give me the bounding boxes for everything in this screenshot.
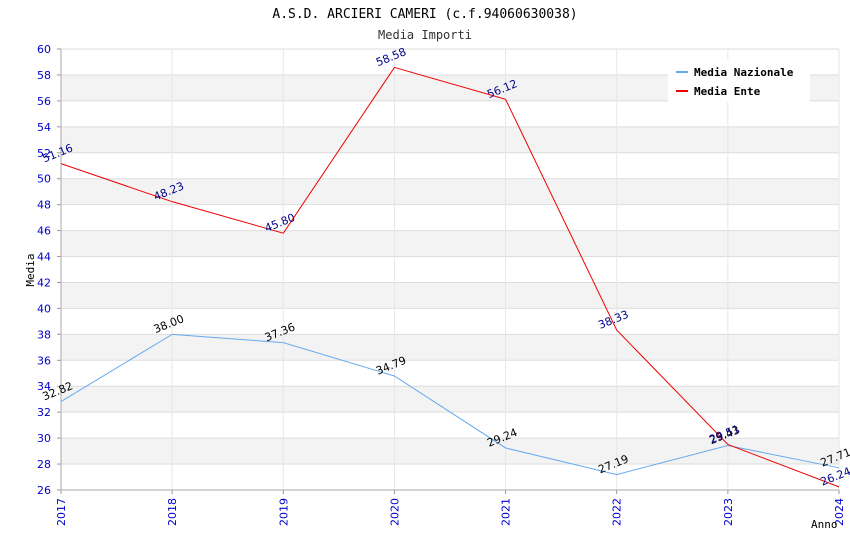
- y-tick-label: 40: [37, 302, 51, 315]
- y-tick-label: 26: [37, 484, 51, 497]
- y-tick-label: 30: [37, 432, 51, 445]
- y-tick-label: 36: [37, 354, 51, 367]
- data-label: 51.16: [41, 141, 75, 165]
- y-tick-label: 56: [37, 95, 51, 108]
- grid-band: [61, 178, 839, 205]
- data-label: 38.00: [152, 312, 186, 336]
- y-tick-label: 48: [37, 199, 51, 212]
- x-tick-label: 2024: [833, 498, 846, 526]
- grid-band: [61, 282, 839, 309]
- x-tick-label: 2020: [388, 498, 401, 526]
- x-tick-label: 2017: [55, 498, 68, 526]
- y-tick-label: 42: [37, 276, 51, 289]
- axes: 26 28 30 32 34 36 38 40 42 44 46 48 50 52 54 56 58 60 2017…: [37, 43, 846, 526]
- grid-band: [61, 126, 839, 153]
- legend-label: Media Ente: [694, 85, 761, 98]
- grid: [60, 48, 840, 491]
- grid-band: [61, 386, 839, 413]
- x-tick-label: 2019: [277, 498, 290, 526]
- legend: Media Nazionale Media Ente: [668, 60, 810, 102]
- series-line-2: [60, 66, 840, 488]
- x-tick-label: 2018: [166, 498, 179, 526]
- series-line-1: [60, 333, 840, 476]
- y-tick-label: 32: [37, 406, 51, 419]
- x-axis-label: Anno: [811, 518, 838, 531]
- grid-band: [61, 230, 839, 257]
- series-lines: [60, 66, 840, 488]
- legend-label: Media Nazionale: [694, 66, 794, 79]
- grid-band: [61, 334, 839, 361]
- x-tick-label: 2023: [722, 498, 735, 526]
- legend-box: [668, 60, 810, 102]
- grid-band: [61, 438, 839, 465]
- data-label: 38.33: [596, 308, 630, 332]
- y-tick-label: 54: [37, 121, 51, 134]
- y-tick-label: 34: [37, 380, 51, 393]
- y-tick-label: 28: [37, 458, 51, 471]
- y-tick-label: 46: [37, 225, 51, 238]
- y-tick-label: 52: [37, 147, 51, 160]
- chart-title: A.S.D. ARCIERI CAMERI (c.f.94060630038): [272, 7, 577, 22]
- y-tick-label: 44: [37, 251, 51, 264]
- y-tick-label: 60: [37, 43, 51, 56]
- x-tick-label: 2021: [500, 498, 513, 526]
- chart-subtitle: Media Importi: [378, 28, 472, 42]
- y-tick-label: 50: [37, 173, 51, 186]
- y-tick-label: 38: [37, 328, 51, 341]
- y-tick-label: 58: [37, 69, 51, 82]
- x-tick-label: 2022: [611, 498, 624, 526]
- y-axis-label: Media: [24, 253, 37, 286]
